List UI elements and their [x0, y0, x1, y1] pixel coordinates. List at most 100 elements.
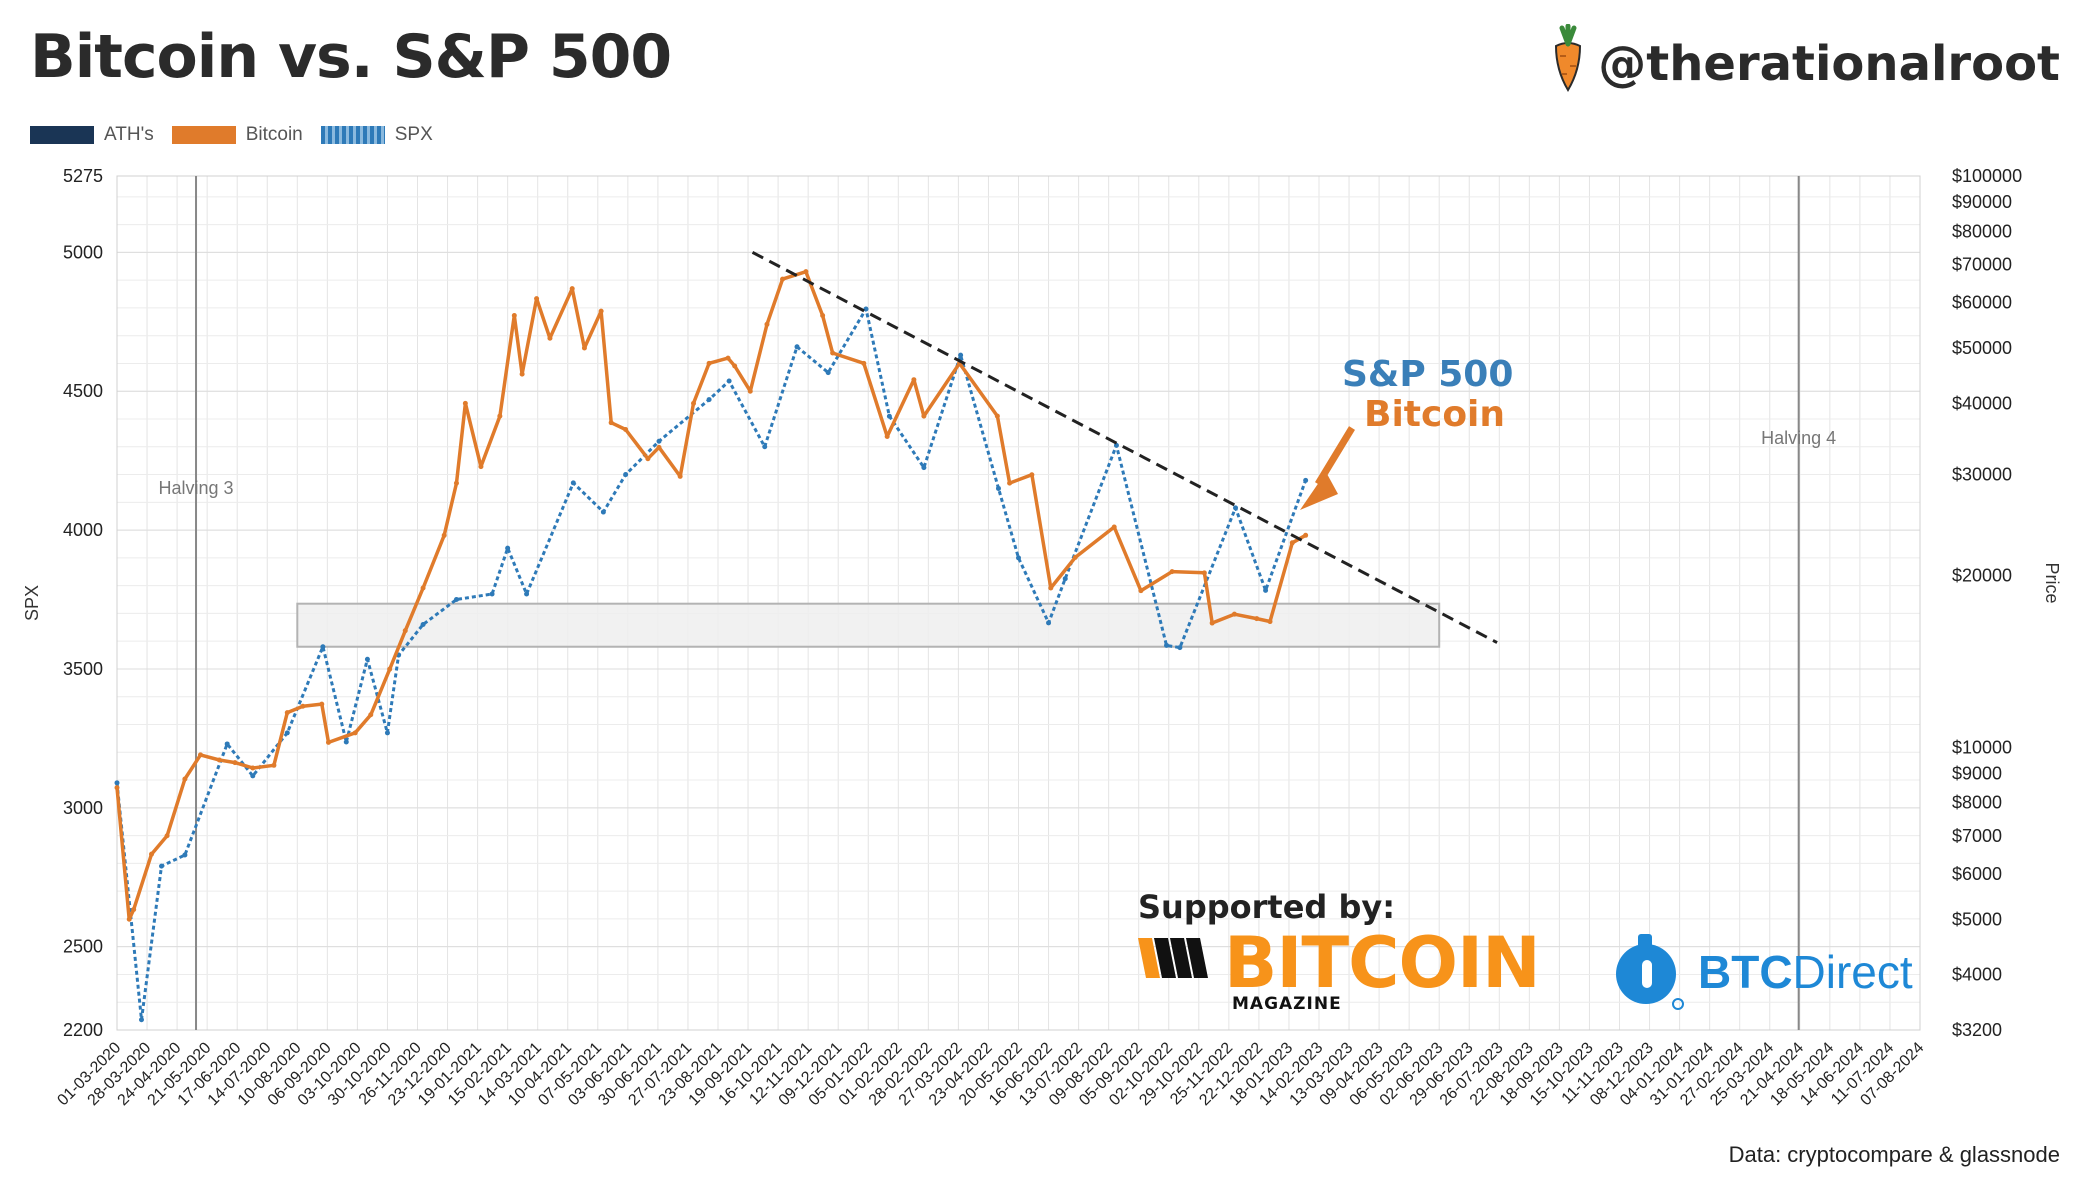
spx-point	[343, 739, 349, 745]
bitcoin-point	[387, 666, 393, 672]
bitcoin-point	[197, 752, 203, 758]
bitcoin-point	[1303, 532, 1309, 538]
bitcoin-point	[1209, 620, 1215, 626]
spx-point	[600, 509, 606, 515]
y-right-tick-label: $90000	[1952, 192, 2012, 212]
bitcoin-point	[581, 345, 587, 351]
legend-swatch-spx	[320, 126, 385, 144]
bitcoin-point	[216, 757, 222, 763]
legend-item-spx[interactable]: SPX	[320, 124, 433, 146]
author-handle: @therationalroot	[1550, 23, 2060, 104]
bitcoin-point	[764, 321, 770, 327]
bitcoin-point	[830, 350, 836, 356]
legend: ATH's Bitcoin SPX	[30, 124, 433, 146]
bitcoin-point	[780, 276, 786, 282]
spx-line	[115, 307, 1308, 1022]
spx-point	[1113, 442, 1119, 448]
bitcoin-point	[325, 739, 331, 745]
spx-point	[1016, 555, 1021, 561]
range-box	[296, 602, 1441, 648]
bitcoin-point	[1007, 480, 1013, 486]
y-left-tick-label: 3000	[63, 798, 103, 818]
bitcoin-point	[732, 363, 738, 369]
spx-point	[505, 545, 511, 551]
y-right-tick-label: $20000	[1952, 565, 2012, 585]
bitcoin-point	[519, 371, 525, 377]
y-right-tick-label: $30000	[1952, 465, 2012, 485]
spx-point	[384, 730, 390, 736]
bitcoin-magazine-icon	[1138, 930, 1214, 990]
spx-point	[320, 644, 326, 650]
legend-item-bitcoin[interactable]: Bitcoin	[171, 124, 303, 146]
bitcoin-point	[645, 456, 651, 462]
bitcoin-point	[478, 464, 484, 470]
bitcoin-point	[1289, 540, 1295, 546]
bitcoin-magazine-sub: MAGAZINE	[1232, 994, 1342, 1014]
bitcoin-point	[511, 312, 517, 318]
bitcoin-point	[623, 426, 629, 432]
trendline	[751, 251, 1498, 644]
bitcoin-point	[182, 776, 188, 782]
spx-point	[995, 485, 1001, 491]
bitcoin-point	[569, 286, 575, 292]
spx-point	[284, 730, 290, 736]
bitcoin-point	[497, 413, 503, 419]
legend-label-spx: SPX	[394, 124, 433, 145]
spx-point	[1233, 505, 1239, 511]
annotation-bitcoin: Bitcoin	[1364, 394, 1506, 435]
bitcoin-point	[126, 916, 132, 922]
data-source: Data: cryptocompare & glassnode	[1728, 1142, 2060, 1167]
y-right-tick-label: $50000	[1952, 338, 2012, 358]
y-right-tick-label: $3200	[1952, 1020, 2002, 1040]
bitcoin-point	[608, 420, 614, 426]
legend-item-ath[interactable]: ATH's	[30, 124, 154, 146]
y-right-tick-label: $80000	[1952, 221, 2012, 241]
bitcoin-point	[677, 473, 683, 479]
bitcoin-point	[232, 760, 238, 766]
bitcoin-point	[994, 413, 1000, 419]
bitcoin-point	[911, 377, 917, 383]
spx-point	[958, 352, 964, 358]
bitcoin-point	[319, 701, 325, 707]
bitcoin-point	[1231, 611, 1237, 617]
bitcoin-point	[420, 585, 426, 591]
bitcoin-point	[271, 762, 277, 768]
bitcoin-point	[1254, 616, 1260, 622]
spx-point	[138, 1017, 144, 1023]
y-right-tick-label: $5000	[1952, 909, 2002, 929]
legend-swatch-bitcoin	[171, 126, 236, 144]
y-left-tick-label: 4000	[63, 520, 103, 540]
bitcoin-point	[1072, 554, 1078, 560]
bitcoin-line	[115, 269, 1307, 922]
bitcoin-point	[1029, 472, 1035, 478]
bitcoin-point	[820, 312, 826, 318]
halving-label: Halving 3	[158, 478, 233, 498]
spx-point	[364, 656, 370, 662]
y-left-tick-label: 2500	[63, 937, 103, 957]
bitcoin-point	[164, 833, 170, 839]
bitcoin-point	[1267, 619, 1273, 625]
bitcoin-point	[1138, 588, 1144, 594]
y-left-tick-label: 4500	[63, 381, 103, 401]
resistance-trendline	[751, 251, 1498, 644]
spx-point	[489, 591, 495, 597]
spx-point	[224, 741, 230, 747]
bitcoin-point	[402, 628, 408, 634]
y-left-tick-label: 3500	[63, 659, 103, 679]
spx-point	[1046, 620, 1052, 626]
legend-label-ath: ATH's	[104, 124, 154, 145]
spx-point	[762, 444, 768, 450]
bitcoin-point	[352, 730, 358, 736]
btc-direct-icon	[1612, 930, 1684, 1014]
bitcoin-point	[453, 480, 459, 486]
bitcoin-point	[250, 765, 256, 771]
btc-direct-rest: Direct	[1792, 946, 1913, 998]
bitcoin-magazine-word: BITCOIN	[1224, 922, 1541, 1004]
bitcoin-point	[747, 388, 753, 394]
bitcoin-point	[1048, 585, 1054, 591]
bitcoin-magazine-logo: BITCOIN MAGAZINE	[1138, 922, 1541, 1014]
bitcoin-point	[1111, 524, 1117, 530]
spx-point	[453, 597, 459, 603]
spx-point	[825, 370, 831, 376]
